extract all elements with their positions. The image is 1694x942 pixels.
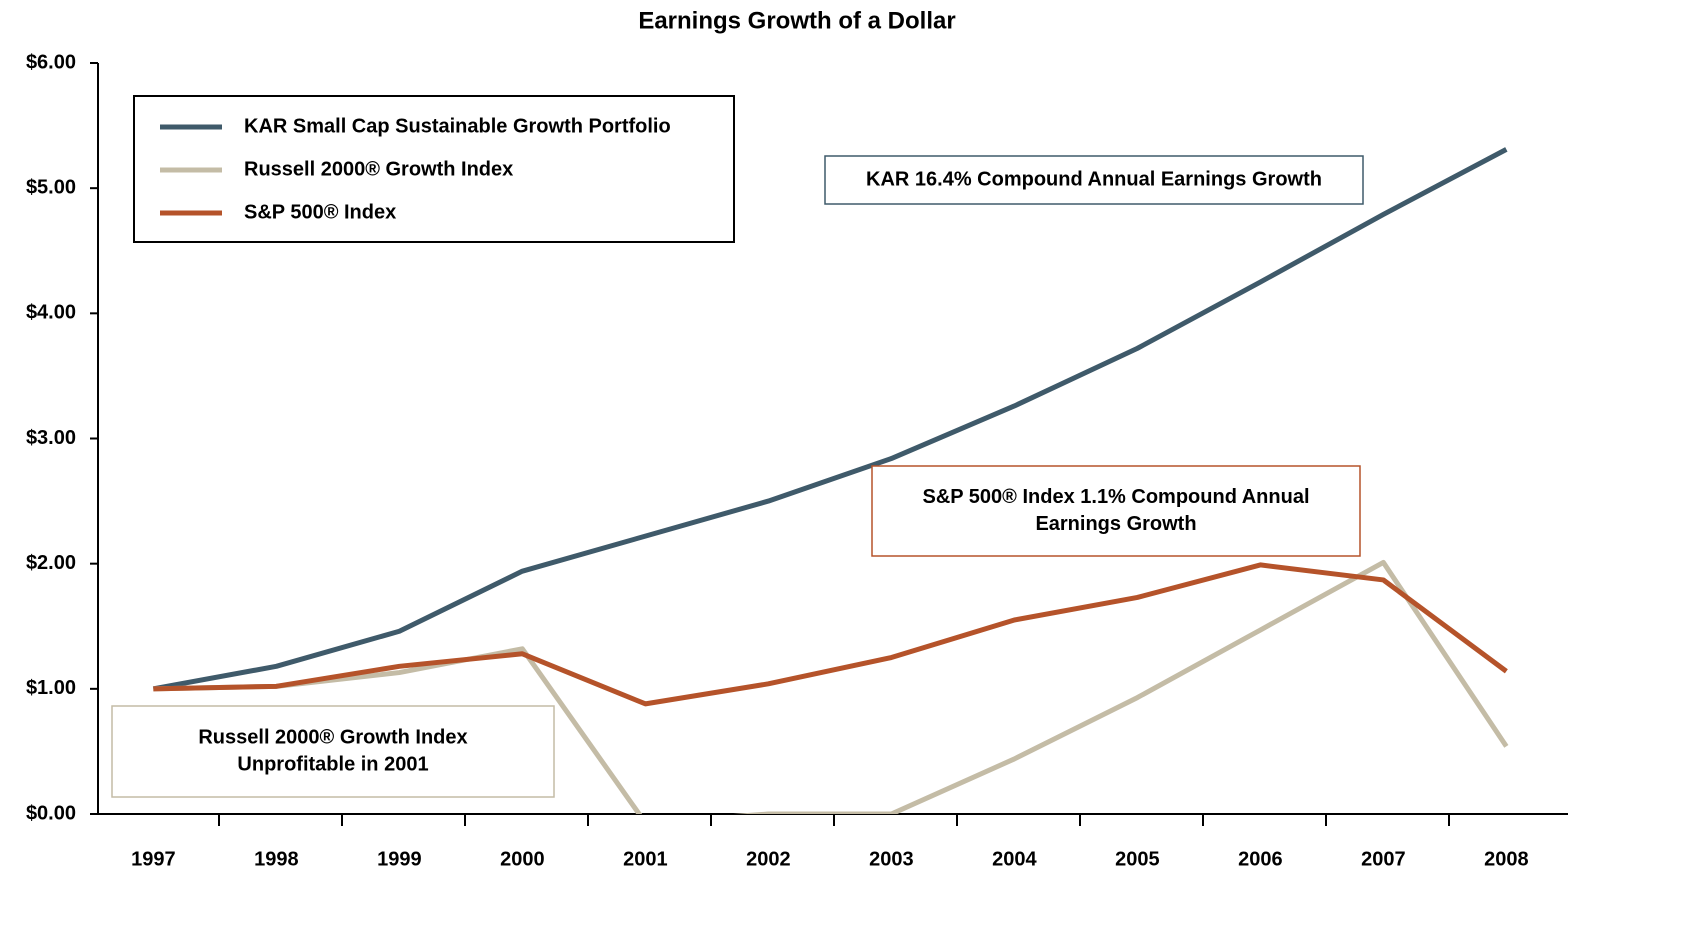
annotation-box <box>871 465 1361 557</box>
x-tick-label: 2000 <box>500 848 545 870</box>
x-tick-label: 2004 <box>992 848 1037 870</box>
legend-box <box>133 95 735 243</box>
annotation-text: KAR 16.4% Compound Annual Earnings Growt… <box>866 168 1322 190</box>
x-tick-label: 1999 <box>377 848 422 870</box>
annotation-text: S&P 500® Index 1.1% Compound Annual <box>922 486 1309 508</box>
x-tick-label: 1998 <box>254 848 299 870</box>
y-tick-label: $4.00 <box>26 302 76 324</box>
plot-lines <box>152 147 1509 814</box>
annotation-text: Earnings Growth <box>1035 513 1196 535</box>
y-tick-label: $6.00 <box>26 51 76 73</box>
x-tick-label: 2003 <box>869 848 914 870</box>
y-tick-label: $0.00 <box>26 802 76 824</box>
legend: KAR Small Cap Sustainable Growth Portfol… <box>133 95 735 243</box>
legend-label: S&P 500® Index <box>244 201 396 223</box>
series-line <box>153 562 1508 707</box>
legend-label: Russell 2000® Growth Index <box>244 158 513 180</box>
annotation-text: Unprofitable in 2001 <box>237 753 428 775</box>
y-tick-label: $3.00 <box>26 427 76 449</box>
annotation-text: Russell 2000® Growth Index <box>198 726 467 748</box>
x-tick-label: 2007 <box>1361 848 1406 870</box>
y-tick-label: $2.00 <box>26 552 76 574</box>
annotation-box <box>111 705 555 798</box>
series-line <box>152 147 1508 692</box>
x-tick-label: 2005 <box>1115 848 1160 870</box>
x-tick-label: 2008 <box>1484 848 1529 870</box>
x-tick-label: 1997 <box>131 848 176 870</box>
series-line <box>153 559 1509 814</box>
x-tick-label: 2001 <box>623 848 668 870</box>
y-tick-label: $5.00 <box>26 176 76 198</box>
annotation-box <box>824 155 1364 205</box>
x-tick-label: 2006 <box>1238 848 1283 870</box>
legend-label: KAR Small Cap Sustainable Growth Portfol… <box>244 115 671 137</box>
chart-title: Earnings Growth of a Dollar <box>638 7 955 34</box>
x-tick-label: 2002 <box>746 848 791 870</box>
y-tick-label: $1.00 <box>26 677 76 699</box>
